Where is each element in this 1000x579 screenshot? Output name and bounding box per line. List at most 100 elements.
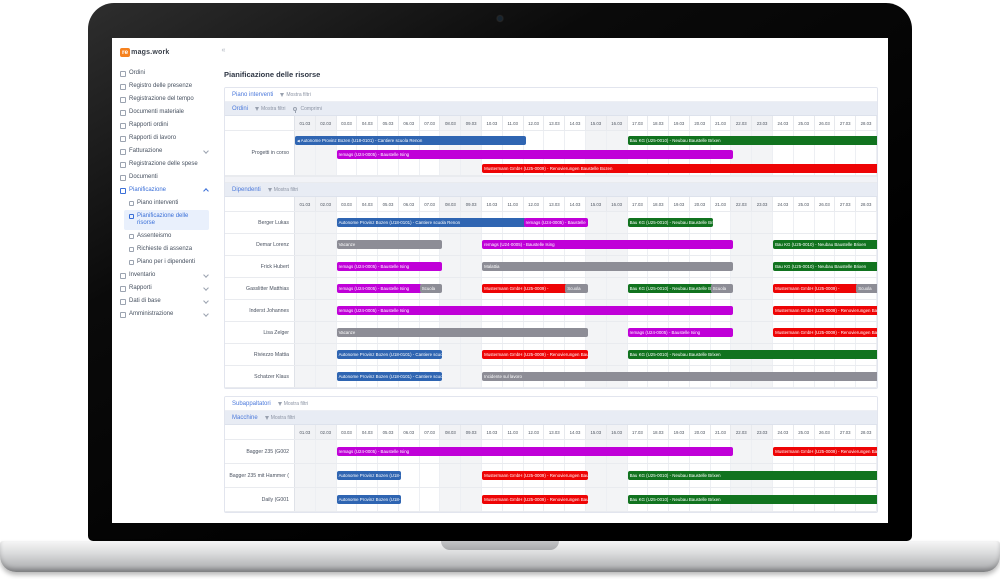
date-label: 13.03	[544, 116, 566, 130]
gantt-bar-red[interactable]: Mustermann GmbH (U25-0009) - Renovierung…	[773, 306, 877, 315]
gantt-bar-magenta[interactable]: remags (U24-0005) - Baustelle Ising	[336, 306, 734, 315]
gantt-bar-green[interactable]: Bau KG (U25-0010) - Neubau Baustelle Bri…	[627, 218, 713, 227]
sidebar-item-inventario[interactable]: Inventario	[112, 269, 212, 282]
section-ordini-title[interactable]: Ordini	[232, 105, 249, 112]
day-column	[440, 366, 462, 387]
section-dipendenti-title[interactable]: Dipendenti	[232, 186, 261, 193]
expenses-icon	[120, 162, 126, 168]
sidebar-item-dati-di-base[interactable]: Dati di base	[112, 295, 212, 308]
gantt-bar-gray[interactable]: Scuola	[565, 284, 588, 293]
gantt-row-grid: remags (U24-0005) - Baustelle Ising Muste…	[295, 300, 877, 321]
material-documents-icon	[120, 110, 126, 116]
gantt-row-grid: Autonome Provinz Bozen (U18-0101) - Cant…	[295, 212, 877, 233]
gantt-bar-magenta[interactable]: remags (U24-0005) - Baustelle Ising	[336, 284, 422, 293]
gantt-bar-label: Mustermann GmbH (U25-0009) - Renovierung…	[484, 165, 613, 171]
sidebar-item-registro-delle-presenze[interactable]: Registro delle presenze	[112, 80, 212, 93]
sidebar-item-ordini[interactable]: Ordini	[112, 67, 212, 80]
gantt-bar-green[interactable]: Bau KG (U25-0010) - Neubau Baustelle Bri…	[773, 262, 877, 271]
day-column	[585, 278, 607, 299]
section-macchine-title[interactable]: Macchine	[232, 414, 258, 421]
day-column	[420, 488, 441, 511]
gantt-bar-red[interactable]: Mustermann GmbH (U25-0009) - Renovierung…	[773, 447, 877, 456]
gantt-bar-blue[interactable]: Autonome Provinz Bozen (U18-0101) - Cant…	[336, 350, 443, 359]
timeline-dates: 01.03 02.03 03.03 04.03 05.03 06.03 07.03 08.03…	[295, 116, 877, 130]
day-column	[794, 131, 815, 175]
day-column	[399, 464, 420, 487]
gantt-bar-magenta[interactable]: remags (U24-0005) - Baustelle	[523, 218, 588, 227]
gantt-bar-red[interactable]: Mustermann GmbH (U25-0009) -	[773, 284, 859, 293]
gantt-bar-gray[interactable]: Scuola	[419, 284, 443, 293]
sidebar-item-piano-per-i-dipendenti[interactable]: Piano per i dipendenti	[112, 256, 212, 269]
sidebar-collapse-icon[interactable]: «	[221, 46, 226, 54]
gantt-bar-label: Scuola	[421, 286, 436, 291]
gantt-bar-gray[interactable]: Scuola	[856, 284, 877, 293]
gantt-bar-magenta[interactable]: remags (U24-0005) - Baustelle Ising	[336, 447, 734, 456]
show-filters-button[interactable]: Mostra filtri	[264, 415, 295, 421]
sidebar-item-amministrazione[interactable]: Amministrazione	[112, 308, 212, 321]
gantt-bar-red[interactable]: Mustermann GmbH (U25-0009) - Renovierung…	[482, 471, 588, 480]
gantt-bar-green[interactable]: Bau KG (U25-0010) - Neubau Baustelle Bri…	[627, 284, 713, 293]
gantt-bar-green[interactable]: Bau KG (U25-0010) - Neubau Baustelle Bri…	[773, 240, 877, 249]
gantt-bar-gray[interactable]: Incidente sul lavoro	[482, 372, 877, 381]
gantt-bar-gray[interactable]: Vacanze	[336, 328, 588, 337]
panel-subappaltatori-title[interactable]: Subappaltatori	[232, 400, 271, 407]
gantt-row-label: Berger Lukas	[225, 212, 295, 233]
day-column	[835, 212, 857, 233]
show-filters-button[interactable]: Mostra filtri	[255, 106, 285, 112]
panel-piano-interventi-title[interactable]: Piano interventi	[232, 91, 274, 98]
gantt-bar-magenta[interactable]: remags (U24-0005) - Baustelle Ising	[336, 262, 443, 271]
sidebar-item-documenti-materiale[interactable]: Documenti materiale	[112, 106, 212, 119]
gantt-bar-label: Bau KG (U25-0010) - Neubau Baustelle Bri…	[629, 473, 721, 478]
collapse-section-button[interactable]: Comprimi	[292, 106, 322, 113]
sidebar-item-rapporti[interactable]: Rapporti	[112, 282, 212, 295]
gantt-bar-gray[interactable]: Vacanze	[336, 240, 443, 249]
gantt-bar-gray[interactable]: Malattia	[482, 262, 734, 271]
app-window: re mags.work « Ordini Registro delle prese…	[112, 38, 888, 523]
gantt-bar-blue[interactable]: Autonome Provinz Bozen (U18-	[336, 471, 401, 480]
timeline-date-cells: 01.03 02.03 03.03 04.03 05.03 06.03 07.03 08.03…	[295, 425, 877, 439]
sidebar-item-pianificazione-delle-risorse[interactable]: Pianificazione delle risorse	[124, 210, 209, 230]
day-column	[752, 440, 773, 463]
sidebar-item-pianificazione[interactable]: Pianificazione	[112, 184, 212, 197]
date-label: 25.03	[794, 425, 815, 439]
sidebar-item-registrazione-delle-spese[interactable]: Registrazione delle spese	[112, 158, 212, 171]
show-filters-button[interactable]: Mostra filtri	[267, 187, 298, 193]
gantt-bar-red[interactable]: Mustermann GmbH (U25-0009) -	[482, 284, 568, 293]
collapse-bar-icon[interactable]: ◀	[297, 138, 300, 143]
gantt-bar-magenta[interactable]: remags (U24-0005) - Baustelle Ising	[336, 149, 734, 159]
sidebar-item-rapporti-ordini[interactable]: Rapporti ordini	[112, 119, 212, 132]
sidebar-item-fatturazione[interactable]: Fatturazione	[112, 145, 212, 158]
app-logo: re mags.work	[120, 41, 170, 59]
gantt-bar-green[interactable]: Bau KG (U25-0010) - Neubau Baustelle Bri…	[627, 495, 877, 504]
date-label: 19.03	[669, 425, 690, 439]
filter-icon	[277, 401, 282, 406]
gantt-bar-green[interactable]: Bau KG (U25-0010) - Neubau Baustelle Bri…	[627, 135, 877, 145]
gantt-bar-red[interactable]: Mustermann GmbH (U25-0009) - Renovierung…	[482, 163, 877, 173]
sidebar-item-documenti[interactable]: Documenti	[112, 171, 212, 184]
gantt-bar-red[interactable]: Mustermann GmbH (U25-0009) - Renovierung…	[482, 350, 588, 359]
gantt-bar-magenta[interactable]: remags (U24-0005) - Baustelle Ising	[482, 240, 734, 249]
gantt-bar-blue[interactable]: Autonome Provinz Bozen (U18-	[336, 495, 401, 504]
sidebar-item-assenteismo[interactable]: Assenteismo	[112, 230, 212, 243]
sidebar-item-registrazione-del-tempo[interactable]: Registrazione del tempo	[112, 93, 212, 106]
sidebar-item-rapporti-di-lavoro[interactable]: Rapporti di lavoro	[112, 132, 212, 145]
gantt-bar-green[interactable]: Bau KG (U25-0010) - Neubau Baustelle Bri…	[627, 350, 877, 359]
show-filters-button[interactable]: Mostra filtri	[277, 401, 308, 407]
gantt-bar-red[interactable]: Mustermann GmbH (U25-0009) - Renovierung…	[773, 328, 877, 337]
show-filters-button[interactable]: Mostra filtri	[280, 92, 311, 98]
date-label: 03.03	[337, 425, 358, 439]
gantt-bar-blue[interactable]: ◀Autonome Provinz Bozen (U18-0101) - Can…	[295, 135, 526, 145]
sidebar-item-richieste-di-assenza[interactable]: Richieste di assenza	[112, 243, 212, 256]
laptop-base-notch	[441, 541, 559, 550]
gantt-bar-gray[interactable]: Scuola	[710, 284, 734, 293]
day-column	[440, 278, 462, 299]
date-label: 18.03	[648, 116, 670, 130]
gantt-bar-blue[interactable]: Autonome Provinz Bozen (U18-0101) - Cant…	[336, 218, 526, 227]
gantt-bar-blue[interactable]: Autonome Provinz Bozen (U18-0101) - Cant…	[336, 372, 443, 381]
gantt-bar-magenta[interactable]: remags (U24-0005) - Baustelle Ising	[627, 328, 734, 337]
gantt-bar-red[interactable]: Mustermann GmbH (U25-0009) - Renovierung…	[482, 495, 588, 504]
planning-panels: Piano interventi Mostra filtri Ordini Mostr…	[224, 87, 878, 513]
sidebar-item-piano-interventi[interactable]: Piano interventi	[112, 197, 212, 210]
gantt-bar-green[interactable]: Bau KG (U25-0010) - Neubau Baustelle Bri…	[627, 471, 877, 480]
day-column	[731, 440, 753, 463]
